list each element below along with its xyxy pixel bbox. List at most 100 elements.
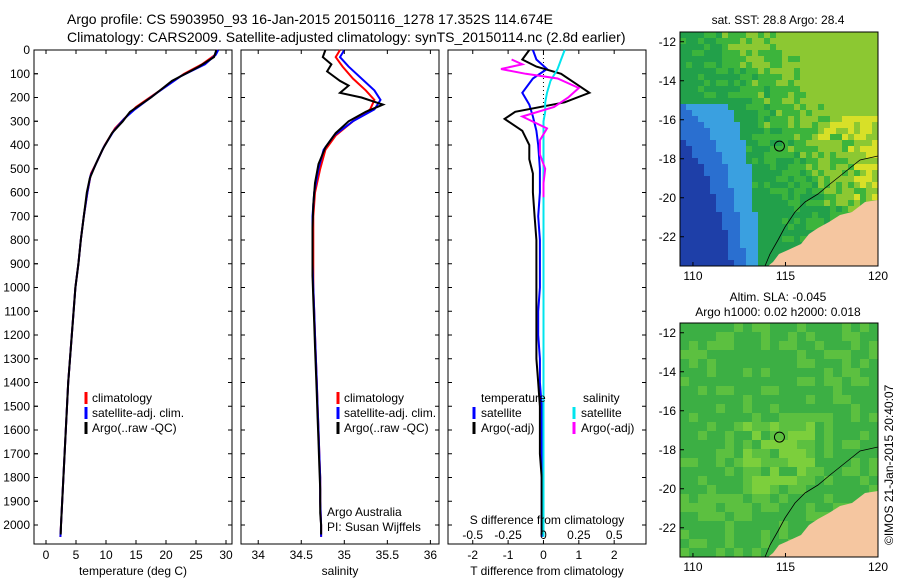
sla-cell [734, 512, 743, 521]
sst-cell [752, 146, 758, 152]
sst-cell [704, 260, 710, 266]
sst-cell [782, 56, 788, 62]
header-line2: Climatology: CARS2009. Satellite-adjuste… [67, 29, 625, 45]
sla-cell [851, 449, 860, 458]
sst-cell [782, 98, 788, 104]
sst-cell [836, 188, 842, 194]
sst-cell [860, 200, 866, 206]
sla-cell [779, 449, 788, 458]
sla-cell [869, 332, 878, 341]
sst-cell [698, 182, 704, 188]
sla-cell [770, 413, 779, 422]
legend-label: climatology [344, 391, 404, 405]
sla-cell [698, 494, 707, 503]
sst-cell [686, 230, 692, 236]
sst-cell [872, 188, 878, 194]
sst-cell [842, 146, 848, 152]
sst-cell [752, 224, 758, 230]
sst-cell [710, 158, 716, 164]
sst-cell [818, 140, 824, 146]
sst-cell [770, 104, 776, 110]
sla-cell [761, 494, 770, 503]
sst-cell [686, 260, 692, 266]
sla-cell [833, 332, 842, 341]
sst-cell [812, 68, 818, 74]
sst-cell [740, 116, 746, 122]
sst-cell [860, 98, 866, 104]
sst-cell [704, 230, 710, 236]
sla-cell [842, 404, 851, 413]
sst-cell [848, 146, 854, 152]
sla-cell [833, 368, 842, 377]
sla-cell [824, 422, 833, 431]
sst-cell [866, 194, 872, 200]
sst-cell [836, 200, 842, 206]
sla-cell [698, 404, 707, 413]
sst-cell [824, 44, 830, 50]
sst-cell [782, 206, 788, 212]
sla-cell [689, 539, 698, 548]
sla-cell [761, 413, 770, 422]
sla-cell [689, 341, 698, 350]
x-tick-label: 34 [252, 548, 266, 562]
sst-cell [812, 182, 818, 188]
sst-cell [776, 164, 782, 170]
sst-cell [872, 134, 878, 140]
sla-cell [869, 476, 878, 485]
sla-cell [743, 323, 752, 332]
sla-cell [761, 449, 770, 458]
sst-cell [776, 134, 782, 140]
sla-cell [779, 530, 788, 539]
sst-cell [776, 122, 782, 128]
sst-cell [806, 110, 812, 116]
sst-cell [824, 146, 830, 152]
sla-cell [869, 350, 878, 359]
sla-cell [743, 476, 752, 485]
sla-cell [797, 413, 806, 422]
sla-cell [842, 377, 851, 386]
sst-cell [788, 80, 794, 86]
sst-cell [710, 206, 716, 212]
sst-cell [680, 182, 686, 188]
sla-cell [779, 323, 788, 332]
sst-cell [794, 56, 800, 62]
sst-cell [746, 140, 752, 146]
sst-cell [848, 68, 854, 74]
sst-cell [704, 236, 710, 242]
sst-cell [824, 32, 830, 38]
sst-cell [728, 32, 734, 38]
sst-cell [848, 56, 854, 62]
sst-cell [842, 104, 848, 110]
sst-cell [752, 182, 758, 188]
sst-cell [752, 128, 758, 134]
sst-cell [770, 134, 776, 140]
sla-cell [770, 494, 779, 503]
sla-cell [743, 431, 752, 440]
depth-axis: 0100200300400500600700800900100011001200… [3, 43, 38, 532]
sst-cell [728, 164, 734, 170]
sla-cell [743, 548, 752, 557]
depth-tick-label: 1000 [3, 281, 30, 295]
sla-cell [734, 404, 743, 413]
sst-cell [758, 104, 764, 110]
sla-cell [698, 458, 707, 467]
sla-cell [752, 323, 761, 332]
sst-cell [704, 116, 710, 122]
sst-cell [854, 116, 860, 122]
sst-cell [824, 170, 830, 176]
sla-cell [716, 530, 725, 539]
sst-cell [806, 80, 812, 86]
sst-cell [782, 200, 788, 206]
sst-cell [722, 254, 728, 260]
sst-cell [746, 194, 752, 200]
sst-cell [842, 176, 848, 182]
sla-cell [761, 431, 770, 440]
sst-cell [860, 92, 866, 98]
sst-cell [752, 68, 758, 74]
sst-cell [680, 116, 686, 122]
sst-cell [686, 194, 692, 200]
sst-cell [866, 44, 872, 50]
sla-cell [698, 413, 707, 422]
sst-cell [794, 104, 800, 110]
sst-cell [758, 56, 764, 62]
